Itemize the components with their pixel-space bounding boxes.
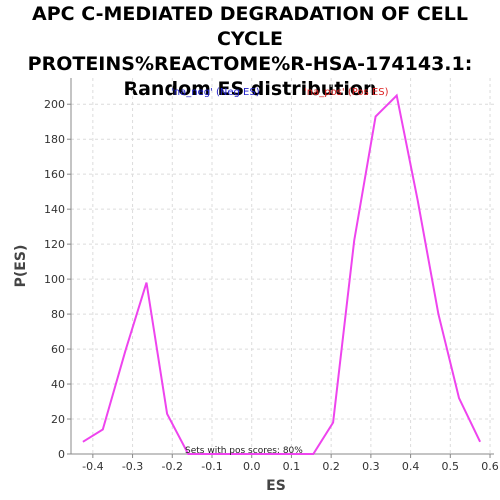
- y-tick-label: 120: [44, 238, 65, 251]
- y-axis-label: P(ES): [13, 245, 29, 288]
- legend-neg: 'na_neg' (Neg ES): [171, 87, 260, 98]
- pos-scores-annotation: Sets with pos scores: 80%: [185, 446, 303, 456]
- y-tick-label: 180: [44, 133, 65, 146]
- y-tick-label: 160: [44, 168, 65, 181]
- y-tick-label: 80: [51, 308, 65, 321]
- x-ticks: -0.4 -0.3 -0.2 -0.1 0.0 0.1 0.2 0.3 0.4 0.5 0.6: [82, 454, 499, 473]
- x-tick-label: 0.4: [402, 460, 420, 473]
- x-tick-label: 0.3: [362, 460, 380, 473]
- x-tick-label: -0.4: [82, 460, 103, 473]
- y-tick-label: 60: [51, 343, 65, 356]
- x-tick-label: -0.2: [162, 460, 183, 473]
- x-tick-label: -0.3: [122, 460, 143, 473]
- x-tick-label: -0.1: [201, 460, 222, 473]
- y-ticks: 0 20 40 60 80 100 120 140 160 180 200: [44, 98, 71, 461]
- x-tick-label: 0.6: [481, 460, 499, 473]
- x-tick-label: 0.5: [442, 460, 460, 473]
- y-tick-label: 140: [44, 203, 65, 216]
- x-axis-label: ES: [266, 478, 286, 494]
- y-tick-label: 40: [51, 378, 65, 391]
- series-line: [83, 96, 480, 455]
- legend-pos: 'na_pos' (Pos ES): [304, 87, 389, 98]
- y-tick-label: 200: [44, 98, 65, 111]
- x-tick-label: 0.1: [283, 460, 301, 473]
- y-tick-label: 20: [51, 413, 65, 426]
- y-tick-label: 0: [58, 448, 65, 461]
- x-tick-label: 0.2: [322, 460, 340, 473]
- y-tick-label: 100: [44, 273, 65, 286]
- x-tick-label: 0.0: [243, 460, 261, 473]
